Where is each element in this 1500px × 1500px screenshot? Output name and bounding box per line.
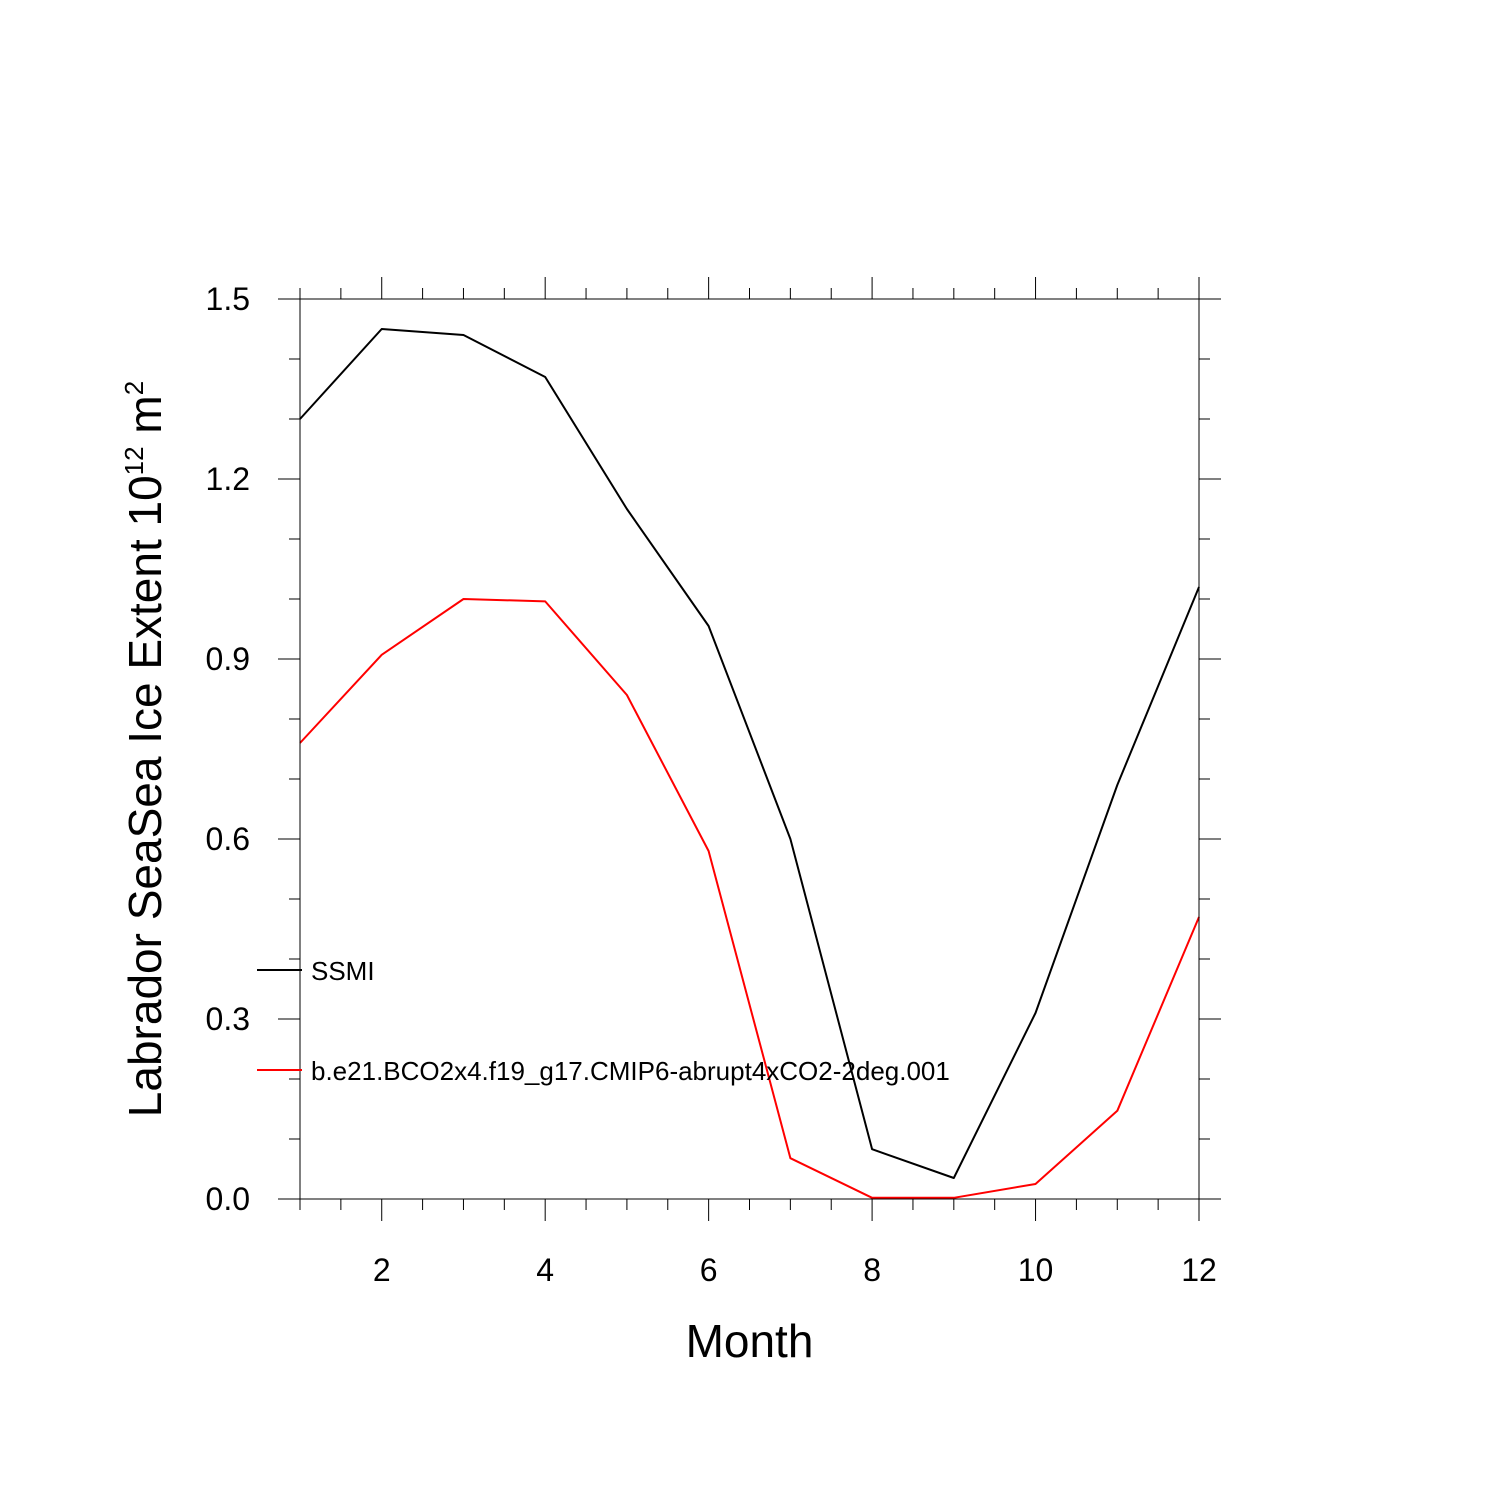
legend-label-1: SSMI	[311, 956, 375, 986]
legend: SSMI b.e21.BCO2x4.f19_g17.CMIP6-abrupt4xC…	[257, 956, 950, 1086]
series-lines	[299, 328, 1200, 1199]
legend-label-2: b.e21.BCO2x4.f19_g17.CMIP6-abrupt4xCO2-2…	[311, 1056, 950, 1086]
x-tick-label: 8	[863, 1252, 881, 1288]
y-axis-title-main: Labrador SeaSea Ice Extent 10	[119, 475, 171, 1117]
x-tick-label: 10	[1018, 1252, 1054, 1288]
y-tick-label: 0.9	[206, 641, 250, 677]
y-axis-title: Labrador SeaSea Ice Extent 1012 m2	[119, 381, 171, 1117]
tick-labels: 2 4 6 8 10 12 0.0 0.3 0.6 0.9 1.2 1.5	[206, 281, 1217, 1288]
series-line-1	[299, 328, 1200, 1179]
y-axis-title-unit: m	[119, 395, 171, 446]
y-axis-title-exponent: 12	[119, 446, 149, 475]
y-tick-label: 0.3	[206, 1001, 250, 1037]
y-axis-title-unit-exponent: 2	[119, 381, 149, 395]
y-tick-label: 0.6	[206, 821, 250, 857]
x-tick-label: 4	[536, 1252, 554, 1288]
x-axis-title: Month	[686, 1315, 814, 1367]
y-tick-label: 1.2	[206, 461, 250, 497]
x-tick-label: 6	[700, 1252, 718, 1288]
y-tick-label: 0.0	[206, 1181, 250, 1217]
axis-ticks	[278, 277, 1221, 1221]
x-tick-label: 2	[373, 1252, 391, 1288]
series-line-2	[299, 598, 1200, 1199]
x-tick-label: 12	[1181, 1252, 1217, 1288]
plot-frame	[299, 298, 1200, 1200]
y-tick-label: 1.5	[206, 281, 250, 317]
